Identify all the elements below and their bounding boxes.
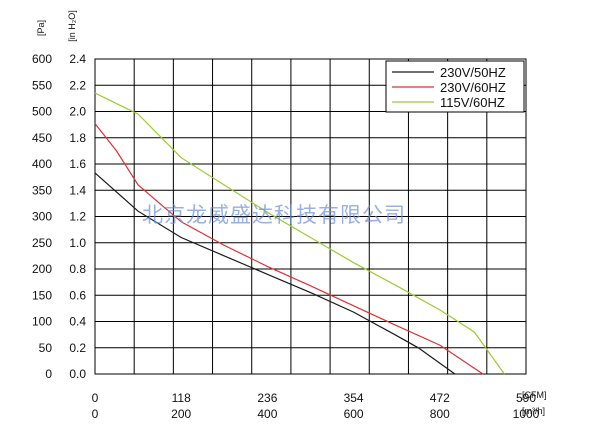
y-unit-inh2o: [in H₂O] [67, 10, 77, 42]
x-unit-m3h: [m³/h] [522, 406, 545, 416]
x-tick-label-cfm: 590 [516, 391, 536, 405]
x-tick-label-m3h: 0 [92, 407, 99, 421]
legend-label-3: 115V/60HZ [440, 95, 505, 110]
y-tick-label-inh2o: 0.8 [69, 262, 86, 276]
y-tick-label-pa: 100 [32, 315, 52, 329]
series-line-3 [94, 92, 505, 375]
y-ticks-inh2o: 0.0 0.2 0.4 0.6 0.8 1.0 1.2 1.4 1.6 1.8 2.0 2.2 2.4 [69, 52, 86, 381]
y-tick-label-pa: 0 [45, 367, 52, 381]
legend-label-2: 230V/60HZ [440, 80, 506, 95]
x-unit-cfm: [CFM] [522, 390, 547, 400]
series-line-2 [94, 123, 484, 375]
x-tick-label-cfm: 118 [172, 391, 191, 405]
y-tick-label-pa: 550 [32, 78, 52, 92]
watermark: 北京龙威盛达科技有限公司 [142, 203, 406, 227]
y-tick-label-pa: 150 [32, 288, 52, 302]
y-tick-label-pa: 400 [32, 157, 52, 171]
y-tick-label-inh2o: 1.6 [69, 157, 86, 171]
x-tick-label-cfm: 354 [344, 391, 364, 405]
y-tick-label-inh2o: 0.0 [69, 367, 86, 381]
y-tick-label-inh2o: 1.2 [69, 210, 86, 224]
series-lines [94, 92, 505, 375]
y-tick-label-inh2o: 0.6 [69, 288, 86, 302]
x-tick-label-m3h: 1000 [513, 407, 540, 421]
x-ticks-m3h: 0 200 400 600 800 1000 [92, 407, 540, 421]
y-tick-label-pa: 500 [32, 105, 52, 119]
y-tick-label-inh2o: 2.2 [69, 78, 86, 92]
y-tick-label-pa: 450 [32, 131, 52, 145]
x-tick-label-m3h: 400 [257, 407, 277, 421]
x-tick-label-m3h: 800 [430, 407, 450, 421]
y-tick-label-pa: 300 [32, 210, 52, 224]
y-unit-pa: [Pa] [36, 20, 46, 36]
y-tick-label-pa: 600 [32, 52, 52, 66]
x-tick-label-m3h: 600 [344, 407, 364, 421]
y-ticks-pa: 0 50 100 150 200 250 300 350 400 450 500 550 600 [32, 52, 52, 381]
series-line-1 [94, 172, 456, 375]
y-tick-label-inh2o: 2.0 [69, 105, 86, 119]
x-tick-label-cfm: 472 [430, 391, 450, 405]
y-tick-label-inh2o: 0.4 [69, 315, 86, 329]
x-ticks-cfm: 0 118 236 354 472 590 [92, 391, 537, 405]
legend-label-1: 230V/50HZ [440, 65, 506, 80]
plot-border [94, 58, 527, 375]
y-tick-label-inh2o: 1.0 [69, 236, 86, 250]
y-tick-label-pa: 200 [32, 262, 52, 276]
y-tick-label-inh2o: 1.8 [69, 131, 86, 145]
y-tick-label-pa: 50 [39, 341, 53, 355]
y-tick-label-inh2o: 2.4 [69, 52, 86, 66]
y-tick-label-inh2o: 0.2 [69, 341, 86, 355]
plot-grid [95, 59, 526, 374]
y-tick-label-inh2o: 1.4 [69, 183, 86, 197]
y-tick-label-pa: 350 [32, 183, 52, 197]
y-tick-label-pa: 250 [32, 236, 52, 250]
x-tick-label-cfm: 236 [257, 391, 277, 405]
x-tick-label-cfm: 0 [92, 391, 99, 405]
x-tick-label-m3h: 200 [171, 407, 191, 421]
